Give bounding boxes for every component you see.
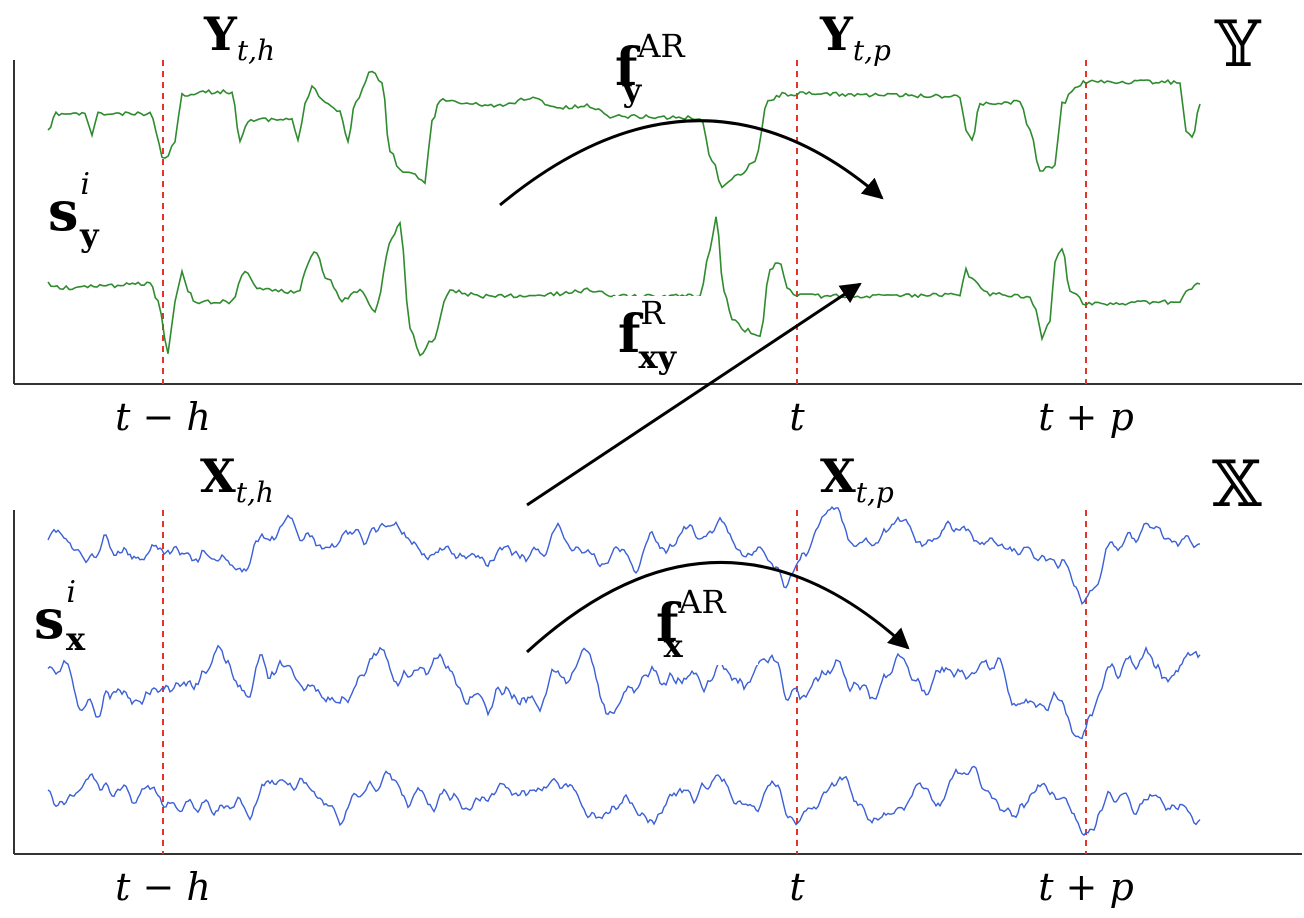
x-series-group: [47, 506, 1201, 837]
top-tick-t-plus-p: t + p: [1038, 395, 1134, 439]
y-series-2-line: [47, 216, 1201, 357]
bottom-tick-t-plus-p: t + p: [1038, 865, 1134, 909]
x-series-label: si x: [34, 575, 86, 658]
top-tick-t: t: [789, 395, 805, 439]
y-series-label: si y: [48, 167, 100, 254]
f-xy-r-label: fR xy: [618, 294, 678, 376]
f-y-ar-label: fAR y: [615, 27, 685, 109]
y-series-1-line: [47, 70, 1201, 189]
bottom-window-hist-label: Xt,h: [200, 449, 274, 509]
x-series-1-line: [47, 506, 1201, 605]
y-series-group: [47, 70, 1201, 357]
bottom-time-markers: [162, 510, 1087, 854]
bottom-window-pred-label: Xt,p: [820, 449, 894, 509]
f-xy-r-arrow: [526, 282, 862, 507]
top-window-hist-label: Yt,h: [203, 7, 275, 67]
top-tick-t-minus-h: t − h: [115, 395, 211, 439]
bottom-tick-t: t: [789, 865, 805, 909]
bottom-space-label: 𝕏: [1212, 448, 1262, 522]
bottom-axes: [13, 510, 1302, 855]
x-series-3-line: [47, 765, 1201, 837]
bottom-tick-t-minus-h: t − h: [115, 865, 211, 909]
top-axes: [13, 60, 1302, 385]
top-window-pred-label: Yt,p: [819, 7, 891, 67]
f-x-ar-label: fAR x: [656, 583, 726, 665]
f-x-ar-arrow: [525, 561, 910, 654]
x-series-2-line: [47, 644, 1201, 740]
f-y-ar-arrow: [499, 119, 884, 207]
top-space-label: 𝕐: [1214, 8, 1262, 82]
